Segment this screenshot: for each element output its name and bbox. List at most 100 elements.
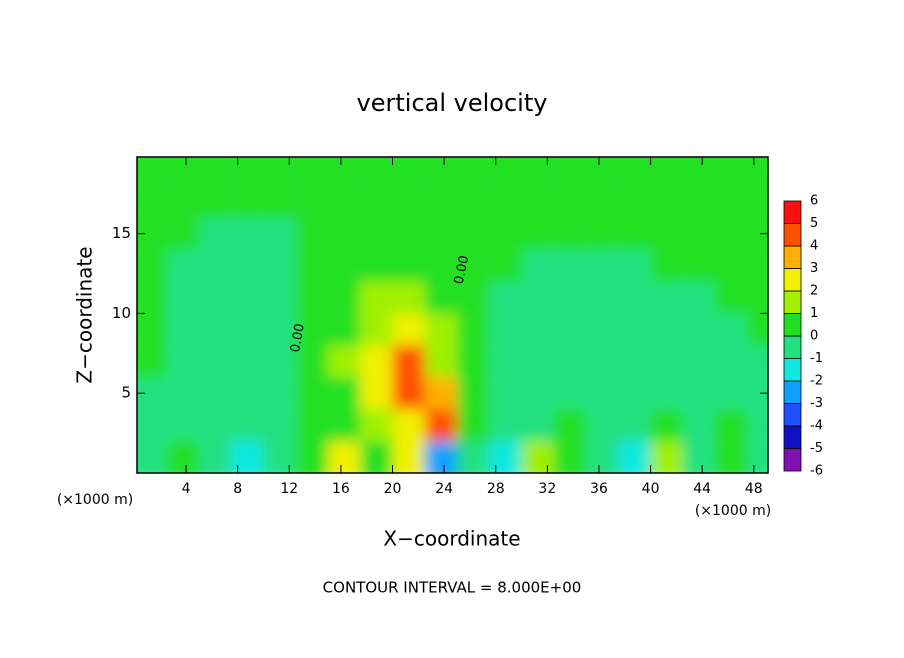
field-cell [392, 185, 425, 218]
field-cell [489, 249, 522, 282]
field-cell [424, 157, 458, 186]
field-cell [747, 185, 768, 218]
field-cell [166, 345, 199, 378]
colorbar-box [783, 200, 802, 224]
colorbar-label: 6 [810, 194, 818, 209]
field-cell [424, 441, 458, 473]
colorbar-box [783, 425, 802, 449]
field-cell [327, 313, 361, 346]
field-cell [521, 185, 554, 218]
field-cell [198, 281, 232, 314]
field-cell [263, 157, 296, 186]
field-cell [231, 249, 264, 282]
field-cell [424, 345, 458, 378]
field-cell [166, 441, 199, 473]
field-cell [457, 217, 490, 250]
field-cell [489, 313, 522, 346]
field-cell [231, 441, 264, 473]
field-cell [489, 157, 522, 186]
field-cell [586, 185, 619, 218]
field-cell [231, 185, 264, 218]
colorbar-box [783, 268, 802, 292]
field-cell [137, 409, 167, 442]
field-cell [137, 377, 167, 410]
colorbar-box [783, 448, 802, 472]
x-tick-label: 48 [745, 481, 763, 497]
field-cell [521, 377, 554, 410]
field-cell [682, 185, 716, 218]
field-cell [424, 217, 458, 250]
field-cell [360, 157, 393, 186]
field-cell [327, 409, 361, 442]
field-cell [586, 313, 619, 346]
field-cell [360, 249, 393, 282]
colorbar-label: 0 [810, 329, 818, 344]
x-tick-label: 16 [332, 481, 350, 497]
field-cell [553, 313, 587, 346]
field-cell [263, 377, 296, 410]
field-cell [166, 281, 199, 314]
colorbar-box [783, 380, 802, 404]
field-cell [650, 345, 683, 378]
field-cell [295, 409, 328, 442]
field-cell [137, 281, 167, 314]
field-cell [295, 441, 328, 473]
field-cell [137, 217, 167, 250]
field-cell [457, 281, 490, 314]
field-cell [392, 441, 425, 473]
field-cell [295, 157, 328, 186]
colorbar-label: -2 [810, 374, 823, 389]
field-cell [586, 377, 619, 410]
field-cell [392, 249, 425, 282]
field-cell [682, 345, 716, 378]
field-cell [747, 345, 768, 378]
field-cell [553, 345, 587, 378]
field [137, 157, 768, 473]
colorbar-box [783, 313, 802, 337]
field-cell [137, 313, 167, 346]
field-cell [747, 441, 768, 473]
field-cell [263, 281, 296, 314]
footer: CONTOUR INTERVAL = 8.000E+00 [323, 579, 582, 597]
field-cell [457, 409, 490, 442]
field-cell [263, 345, 296, 378]
field-cell [618, 281, 651, 314]
field-cell [489, 345, 522, 378]
field-cell [263, 409, 296, 442]
x-tick-label: 44 [693, 481, 711, 497]
field-cell [682, 217, 716, 250]
field-cell [263, 313, 296, 346]
field-cell [263, 185, 296, 218]
field-cell [521, 345, 554, 378]
field-cell [682, 313, 716, 346]
field-cell [137, 157, 167, 186]
colorbar-label: 1 [810, 306, 818, 321]
field-cell [424, 249, 458, 282]
field-cell [715, 441, 748, 473]
field-cell [198, 313, 232, 346]
field-cell [457, 157, 490, 186]
field-cell [586, 345, 619, 378]
field-cell [618, 345, 651, 378]
field-cell [198, 409, 232, 442]
field-cell [586, 217, 619, 250]
field-cell [424, 313, 458, 346]
field-cell [618, 217, 651, 250]
colorbar-box [783, 245, 802, 269]
colorbar-label: -3 [810, 396, 823, 411]
field-cell [137, 345, 167, 378]
field-cell [715, 281, 748, 314]
field-cell [327, 377, 361, 410]
field-cell [747, 281, 768, 314]
field-cell [715, 185, 748, 218]
field-cell [360, 281, 393, 314]
field-cell [553, 157, 587, 186]
field-cell [327, 217, 361, 250]
field-cell [166, 313, 199, 346]
colorbar-label: -4 [810, 419, 823, 434]
field-cell [586, 409, 619, 442]
field-cell [650, 441, 683, 473]
field-cell [327, 281, 361, 314]
field-cell [650, 281, 683, 314]
colorbar-box [783, 403, 802, 427]
